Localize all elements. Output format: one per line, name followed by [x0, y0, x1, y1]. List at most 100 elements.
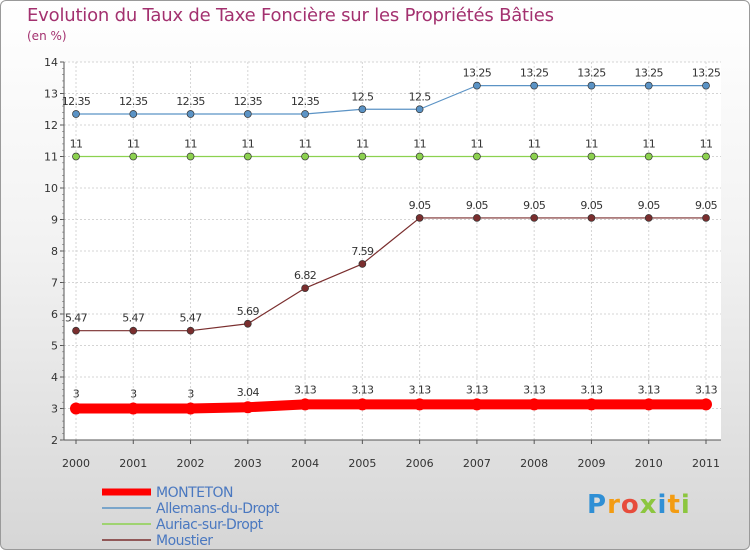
data-point	[184, 402, 197, 415]
data-point	[587, 81, 596, 90]
y-tick-label: 6	[51, 308, 58, 321]
data-label: 5.47	[122, 312, 145, 325]
data-label: 9.05	[466, 199, 489, 212]
data-label: 12.35	[176, 95, 205, 108]
data-label: 11	[70, 138, 83, 151]
logo-letter: x	[639, 490, 658, 520]
data-point	[358, 260, 367, 268]
data-label: 9.05	[409, 199, 432, 212]
data-point	[702, 214, 710, 222]
data-label: 3	[73, 388, 80, 401]
series-monteton	[70, 398, 712, 415]
x-tick-label: 2011	[692, 457, 720, 470]
series-auriac-sur-dropt	[72, 152, 710, 161]
series-moustier	[72, 214, 710, 335]
data-label: 3.13	[580, 383, 603, 396]
data-label: 3.13	[351, 383, 374, 396]
y-tick-label: 2	[51, 434, 58, 447]
data-label: 3.13	[523, 383, 546, 396]
logo-letter: t	[667, 490, 681, 520]
data-point	[72, 152, 80, 161]
data-label: 9.05	[695, 199, 718, 212]
y-tick-label: 13	[44, 88, 58, 101]
chart-unit-label: (en %)	[27, 29, 67, 43]
data-label: 11	[471, 138, 484, 151]
data-label: 11	[700, 138, 713, 151]
data-point	[473, 81, 481, 90]
logo-letter: o	[620, 490, 640, 520]
data-label: 13.25	[692, 67, 721, 80]
data-label: 5.47	[179, 312, 202, 325]
y-tick-label: 12	[44, 119, 58, 132]
x-tick-label: 2005	[348, 457, 376, 470]
data-label: 9.05	[580, 199, 603, 212]
data-label: 12.35	[119, 95, 148, 108]
data-point	[243, 152, 252, 161]
data-label: 3.13	[294, 383, 317, 396]
data-label: 3.13	[638, 383, 661, 396]
data-point	[528, 398, 541, 411]
data-label: 11	[184, 138, 197, 151]
data-point	[470, 398, 483, 411]
legend-label: Auriac-sur-Dropt	[156, 517, 264, 533]
data-point	[585, 398, 598, 411]
data-label: 3	[130, 388, 137, 401]
data-point	[186, 110, 195, 118]
data-label: 13.25	[463, 67, 492, 80]
data-label: 13.25	[577, 67, 606, 80]
data-label: 13.25	[520, 67, 549, 80]
data-point	[241, 401, 254, 414]
data-point	[702, 152, 710, 161]
data-label: 11	[528, 138, 541, 151]
data-label: 11	[642, 138, 655, 151]
data-label: 3.13	[409, 383, 432, 396]
data-point	[702, 81, 710, 90]
data-label: 11	[585, 138, 598, 151]
legend-label: MONTETON	[156, 485, 233, 501]
series-line	[71, 399, 711, 414]
data-point	[72, 110, 80, 118]
data-point	[358, 105, 367, 114]
proxiti-logo: Proxiti	[587, 490, 691, 520]
logo-letter: r	[607, 490, 621, 520]
data-point	[644, 152, 653, 161]
data-point	[243, 110, 252, 118]
data-point	[356, 398, 369, 411]
data-label: 3.04	[237, 386, 260, 399]
data-point	[243, 319, 252, 328]
y-tick-label: 3	[51, 403, 58, 416]
data-label-layer: 3 3 3 3.04 3.13 3.13 3.13 3.13 3.13 3.13 3.13 3.13 1…	[62, 67, 722, 401]
data-point	[415, 105, 424, 114]
grid-layer	[64, 61, 721, 441]
data-point	[186, 326, 195, 335]
data-point	[587, 214, 596, 222]
logo-letter: i	[657, 490, 668, 520]
data-label: 9.05	[523, 199, 546, 212]
data-point	[301, 284, 309, 293]
data-point	[72, 326, 80, 335]
data-point	[301, 110, 309, 118]
data-label: 11	[413, 138, 426, 151]
legend-label: Moustier	[156, 533, 213, 549]
x-tick-label: 2001	[119, 457, 147, 470]
data-label: 3.13	[466, 383, 489, 396]
data-label: 5.69	[237, 305, 260, 318]
data-label: 11	[299, 138, 312, 151]
chart-title: Evolution du Taux de Taxe Foncière sur l…	[27, 5, 554, 26]
data-label: 11	[127, 138, 140, 151]
data-label: 3	[187, 388, 194, 401]
data-label: 12.5	[409, 90, 432, 103]
data-label: 13.25	[634, 67, 663, 80]
axis-layer: 2 3 4 5 6 7 8 9 10 11 12 13 14 2000 2001 2002 2003 2004 20…	[44, 56, 721, 470]
data-point	[473, 152, 481, 161]
data-point	[644, 214, 653, 222]
y-tick-label: 7	[51, 277, 58, 290]
data-point	[530, 214, 539, 222]
legend-label: Allemans-du-Dropt	[156, 501, 280, 517]
logo-letter: P	[587, 490, 608, 520]
data-point	[129, 326, 138, 335]
series-layer	[70, 81, 712, 415]
data-point	[642, 398, 655, 411]
x-tick-label: 2006	[406, 457, 434, 470]
x-tick-label: 2007	[463, 457, 491, 470]
